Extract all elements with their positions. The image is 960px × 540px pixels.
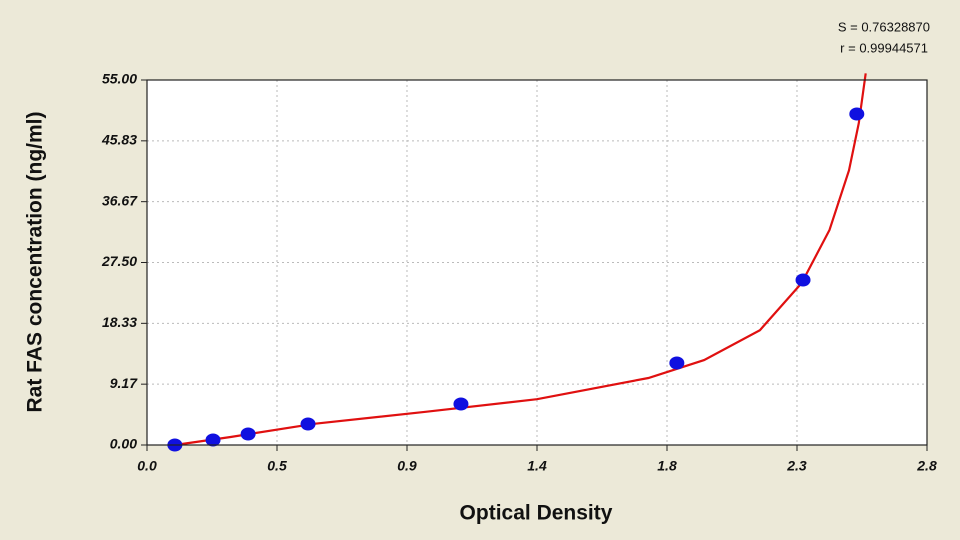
y-tick-label: 55.00 [102,71,137,87]
y-tick-label: 36.67 [102,192,138,208]
x-tick-label: 2.8 [916,458,937,474]
x-tick-label: 2.3 [786,458,807,474]
annotation: r = 0.99944571 [840,40,928,55]
data-point [849,107,865,121]
annotation: S = 0.76328870 [838,19,930,34]
y-tick-label: 0.00 [110,436,137,452]
y-tick-label: 18.33 [102,314,137,330]
y-tick-label: 45.83 [101,132,137,148]
data-point [240,427,256,441]
x-axis-label: Optical Density [460,502,613,525]
x-tick-label: 1.4 [527,458,547,474]
y-tick-label: 27.50 [101,253,137,269]
y-tick-label: 9.17 [110,375,138,391]
data-point [795,273,811,287]
data-point [300,417,316,431]
data-point [453,397,469,411]
x-tick-label: 0.9 [397,458,417,474]
data-point [669,356,685,370]
x-tick-label: 0.5 [267,458,287,474]
data-point [205,433,221,447]
y-axis-label: Rat FAS concentration (ng/ml) [24,111,47,412]
x-tick-label: 0.0 [137,458,157,474]
marks [167,73,867,452]
x-tick-label: 1.8 [657,458,677,474]
